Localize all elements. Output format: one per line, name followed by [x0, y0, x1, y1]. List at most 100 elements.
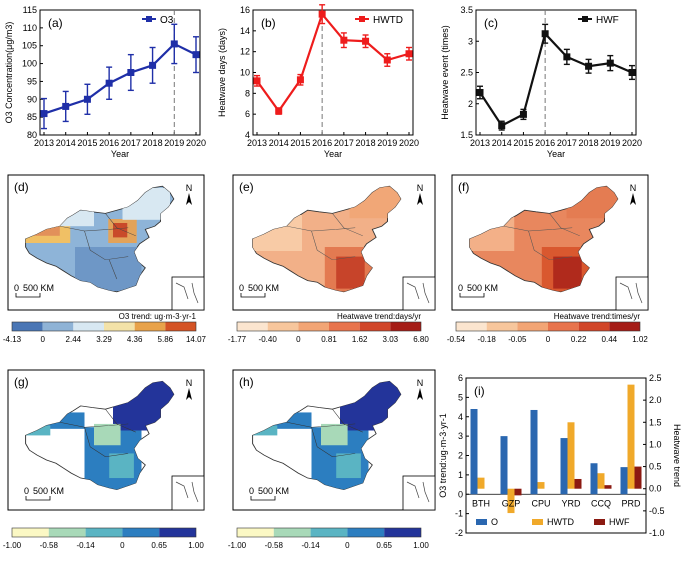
scale-label: 500 KM [23, 283, 54, 293]
north-label: N [186, 378, 193, 388]
y-axis-label: O3 Concentration(μg/m3) [4, 22, 14, 124]
category-label: CCQ [591, 498, 611, 508]
colorbar-frame [11, 527, 197, 538]
colorbar-g: -1.00 -0.58 -0.14 0 0.65 1.00 [3, 527, 204, 550]
colorbar-tick-label: -0.58 [265, 541, 284, 550]
y-tick-label: 1 [458, 470, 463, 480]
map-h-label: (h) [239, 375, 254, 389]
colorbar-segment [12, 528, 49, 537]
x-tick-label: 2013 [34, 138, 54, 148]
y-tick-label: 90 [27, 94, 37, 104]
y-tick-label: 110 [23, 23, 37, 33]
x-tick-label: 2019 [164, 138, 184, 148]
x-axis-label: Year [111, 149, 129, 159]
y-tick-label: 4 [245, 130, 250, 140]
colorbar-tick-label: 0.44 [602, 335, 618, 344]
panel-label: (c) [484, 16, 498, 30]
bar-hwf [574, 478, 582, 489]
category-label: PRD [621, 498, 641, 508]
bar-hwf [604, 485, 612, 489]
data-point [606, 59, 614, 67]
north-label: N [417, 183, 424, 193]
colorbar-tick-label: 6.80 [413, 335, 429, 344]
x-tick-label: 2016 [535, 138, 555, 148]
north-label: N [630, 183, 637, 193]
map-d-label: (d) [14, 180, 29, 194]
y-tick-label: 4 [458, 412, 463, 422]
y-tick-label: 95 [27, 76, 37, 86]
y2-tick-label: 1.0 [649, 439, 662, 449]
x-tick-label: 2017 [121, 138, 141, 148]
data-point [340, 36, 348, 44]
colorbar-tick-label: -1.77 [228, 335, 247, 344]
x-tick-label: 2014 [492, 138, 512, 148]
bar-hwf [514, 488, 522, 496]
colorbar-segment [237, 528, 274, 537]
colorbar-segment [486, 322, 518, 331]
x-tick-label: 2014 [56, 138, 76, 148]
bar-hwtd [507, 488, 515, 514]
north-arrow-icon [417, 193, 423, 205]
colorbar-segment [384, 528, 421, 537]
x-tick-label: 2015 [77, 138, 97, 148]
colorbar-tick-label: 0 [120, 541, 125, 550]
scale-zero: 0 [249, 486, 254, 496]
colorbar-segment [267, 322, 299, 331]
north-arrow-icon [630, 193, 636, 205]
x-tick-label: 2017 [334, 138, 354, 148]
chart-a: 80 85 90 95 100 105 110 115 2013 2014 2015 2016 2017… [4, 5, 206, 159]
category-label: BTH [472, 498, 490, 508]
x-tick-label: 2020 [186, 138, 206, 148]
bar-hwtd [627, 384, 635, 489]
colorbar-segment [298, 322, 329, 331]
data-point [40, 110, 48, 118]
series-line [479, 31, 633, 128]
plot-frame [475, 9, 637, 136]
colorbar-segment [237, 322, 268, 331]
bar-hwtd [477, 477, 485, 489]
y-tick-label: 8 [245, 88, 250, 98]
colorbar-tick-label: 1.00 [413, 541, 429, 550]
panel-label: (a) [48, 16, 63, 30]
colorbar-tick-label: -0.54 [447, 335, 466, 344]
y-tick-label: 6 [245, 109, 250, 119]
scale-label: 500 KM [248, 283, 279, 293]
legend-label: O3 [160, 15, 174, 26]
colorbar-f: -0.54 -0.18 -0.05 0 0.22 0.44 1.02 Heatwave tre… [447, 312, 648, 344]
colorbar-tick-label: -1.00 [3, 541, 22, 550]
legend-swatch [532, 519, 543, 525]
colorbar-segment [48, 528, 86, 537]
data-point [585, 62, 593, 70]
colorbar-tick-label: -0.58 [40, 541, 59, 550]
data-point [498, 122, 506, 130]
y-tick-label: 2.5 [460, 68, 473, 78]
bar-hwtd [537, 482, 545, 489]
x-axis-label: Year [547, 149, 565, 159]
colorbar-segment [122, 528, 160, 537]
colorbar-title: O3 trend: ug·m-3·yr-1 [119, 312, 197, 321]
y-tick-label: 5 [458, 392, 463, 402]
map-f-label: (f) [458, 180, 469, 194]
data-point [127, 69, 135, 76]
colorbar-tick-label: 0.81 [321, 335, 337, 344]
colorbar-tick-label: -0.14 [76, 541, 95, 550]
scale-zero: 0 [24, 486, 29, 496]
colorbar-tick-label: -1.00 [228, 541, 247, 550]
panel-label: (i) [474, 384, 485, 398]
bar-o [470, 409, 478, 495]
data-point [170, 40, 178, 48]
north-arrow-icon [186, 388, 192, 400]
bar-hwf [634, 466, 642, 489]
data-point [318, 10, 326, 18]
x-tick-label: 2016 [312, 138, 332, 148]
colorbar-tick-label: -4.13 [3, 335, 22, 344]
colorbar-segment [329, 322, 360, 331]
category-label: CPU [531, 498, 550, 508]
x-tick-label: 2015 [513, 138, 533, 148]
x-tick-label: 2016 [99, 138, 119, 148]
colorbar-tick-label: 0 [40, 335, 45, 344]
colorbar-frame [236, 527, 422, 538]
north-label: N [417, 378, 424, 388]
colorbar-h: -1.00 -0.58 -0.14 0 0.65 1.00 [228, 527, 429, 550]
y-axis-label: Heatwave days (days) [217, 28, 227, 117]
